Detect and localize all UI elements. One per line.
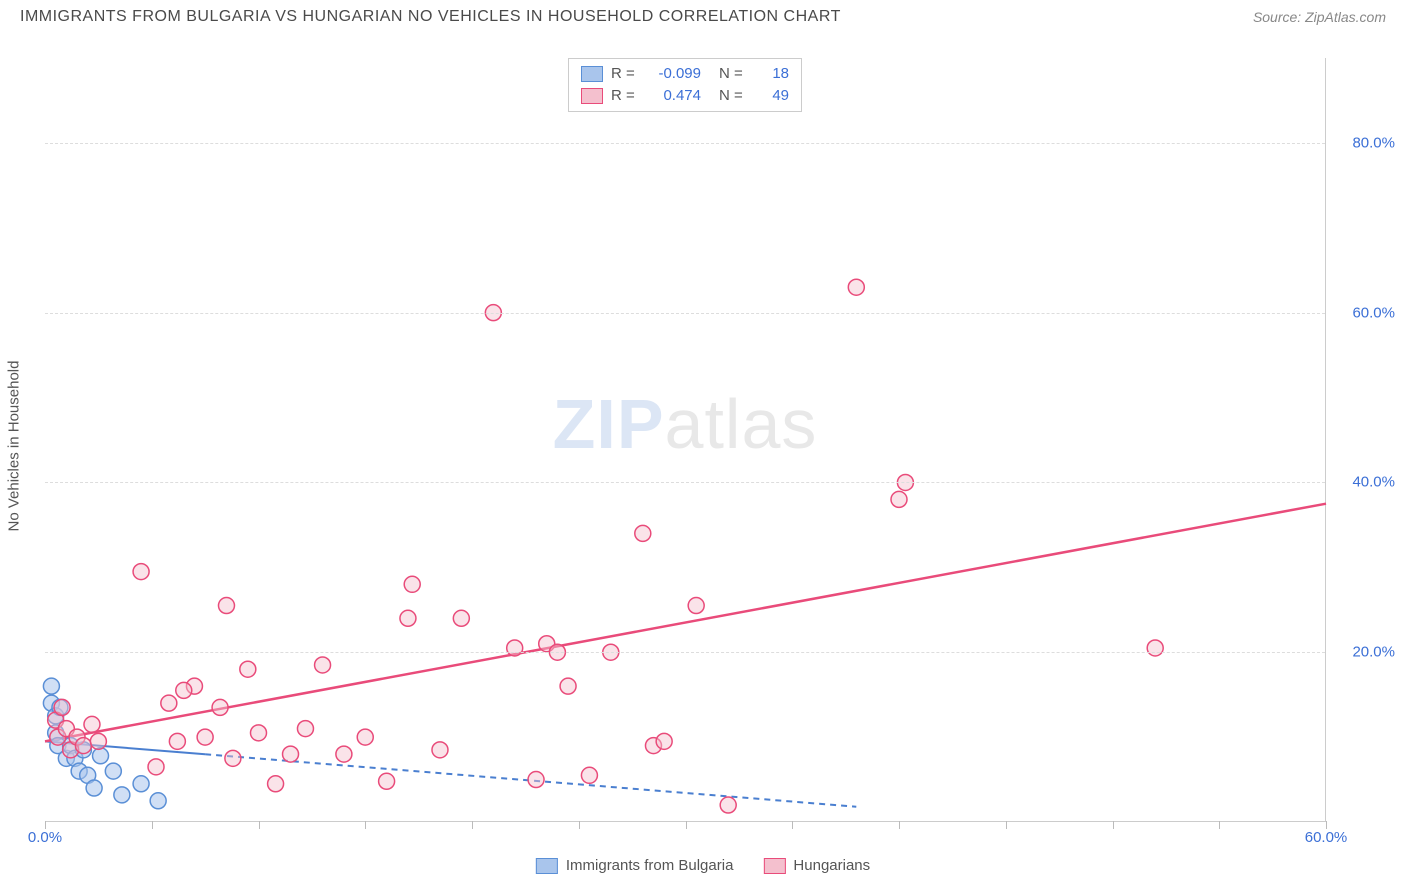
data-point — [75, 738, 91, 754]
x-tick — [792, 821, 793, 829]
header: IMMIGRANTS FROM BULGARIA VS HUNGARIAN NO… — [0, 0, 1406, 30]
x-tick — [1219, 821, 1220, 829]
x-tick — [259, 821, 260, 829]
data-point — [218, 598, 234, 614]
data-point — [148, 759, 164, 775]
data-point — [93, 748, 109, 764]
legend-stats: R =-0.099N =18R =0.474N =49 — [568, 58, 802, 112]
x-tick — [686, 821, 687, 829]
x-tick — [1113, 821, 1114, 829]
x-tick — [1006, 821, 1007, 829]
legend-swatch — [581, 66, 603, 82]
data-point — [720, 797, 736, 813]
data-point — [197, 729, 213, 745]
data-point — [1147, 640, 1163, 656]
y-tick-label: 20.0% — [1335, 644, 1395, 661]
data-point — [688, 598, 704, 614]
legend-item: Immigrants from Bulgaria — [536, 857, 734, 874]
trend-line — [45, 504, 1326, 742]
data-point — [43, 678, 59, 694]
y-tick-label: 40.0% — [1335, 474, 1395, 491]
data-point — [581, 767, 597, 783]
legend-item: Hungarians — [763, 857, 870, 874]
chart-plot-area: ZIPatlas R =-0.099N =18R =0.474N =49 20.… — [45, 58, 1326, 822]
y-axis-label: No Vehicles in Household — [6, 361, 23, 532]
data-point — [357, 729, 373, 745]
data-point — [150, 793, 166, 809]
data-point — [848, 279, 864, 295]
x-tick — [365, 821, 366, 829]
data-point — [379, 773, 395, 789]
data-point — [176, 682, 192, 698]
legend-label: Immigrants from Bulgaria — [566, 857, 734, 874]
legend-swatch — [536, 858, 558, 874]
data-point — [84, 716, 100, 732]
x-tick — [1326, 821, 1327, 829]
data-point — [105, 763, 121, 779]
data-point — [560, 678, 576, 694]
data-point — [283, 746, 299, 762]
data-point — [90, 733, 106, 749]
data-point — [251, 725, 267, 741]
gridline — [45, 143, 1325, 144]
data-point — [297, 721, 313, 737]
data-point — [133, 776, 149, 792]
legend-series: Immigrants from Bulgaria Hungarians — [536, 857, 870, 874]
data-point — [656, 733, 672, 749]
data-point — [54, 699, 70, 715]
data-point — [114, 787, 130, 803]
data-point — [891, 491, 907, 507]
legend-label: Hungarians — [793, 857, 870, 874]
chart-title: IMMIGRANTS FROM BULGARIA VS HUNGARIAN NO… — [20, 8, 841, 26]
data-point — [212, 699, 228, 715]
gridline — [45, 652, 1325, 653]
data-point — [225, 750, 241, 766]
data-point — [240, 661, 256, 677]
data-point — [507, 640, 523, 656]
legend-stat-row: R =0.474N =49 — [581, 85, 789, 107]
y-tick-label: 80.0% — [1335, 134, 1395, 151]
data-point — [336, 746, 352, 762]
data-point — [635, 525, 651, 541]
data-point — [161, 695, 177, 711]
data-point — [400, 610, 416, 626]
legend-swatch — [763, 858, 785, 874]
legend-swatch — [581, 88, 603, 104]
data-point — [453, 610, 469, 626]
data-point — [268, 776, 284, 792]
x-tick — [45, 821, 46, 829]
x-tick-label: 0.0% — [28, 829, 62, 846]
y-tick-label: 60.0% — [1335, 304, 1395, 321]
x-tick — [579, 821, 580, 829]
x-tick — [152, 821, 153, 829]
data-point — [86, 780, 102, 796]
gridline — [45, 482, 1325, 483]
x-tick — [899, 821, 900, 829]
scatter-plot-svg — [45, 58, 1325, 821]
data-point — [169, 733, 185, 749]
data-point — [432, 742, 448, 758]
legend-stat-row: R =-0.099N =18 — [581, 63, 789, 85]
data-point — [528, 772, 544, 788]
data-point — [315, 657, 331, 673]
x-tick-label: 60.0% — [1305, 829, 1348, 846]
gridline — [45, 313, 1325, 314]
source-attribution: Source: ZipAtlas.com — [1253, 9, 1386, 25]
x-tick — [472, 821, 473, 829]
data-point — [133, 564, 149, 580]
data-point — [404, 576, 420, 592]
